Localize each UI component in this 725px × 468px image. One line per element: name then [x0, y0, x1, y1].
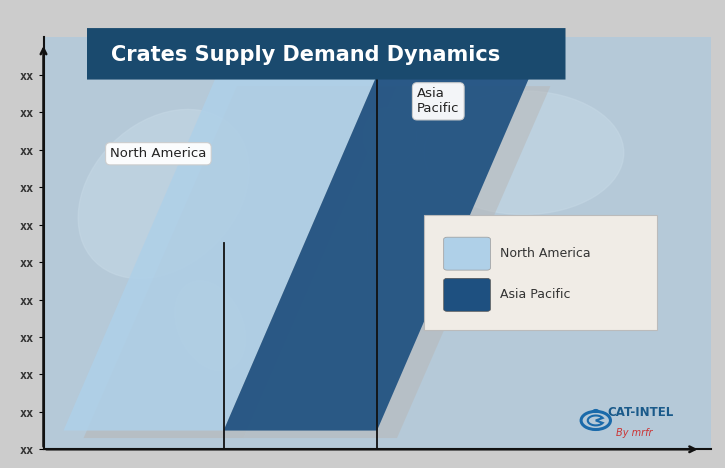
- Text: By mrfr: By mrfr: [616, 428, 652, 438]
- Ellipse shape: [78, 110, 249, 278]
- FancyBboxPatch shape: [444, 278, 490, 311]
- Ellipse shape: [175, 281, 246, 371]
- FancyBboxPatch shape: [87, 28, 566, 80]
- Ellipse shape: [367, 190, 427, 280]
- Ellipse shape: [364, 108, 417, 165]
- Text: Asia Pacific: Asia Pacific: [500, 288, 571, 301]
- Polygon shape: [223, 75, 531, 431]
- Text: North America: North America: [500, 247, 591, 260]
- Text: North America: North America: [110, 147, 207, 160]
- Text: CAT-INTEL: CAT-INTEL: [607, 406, 674, 419]
- Polygon shape: [64, 75, 377, 431]
- Polygon shape: [83, 86, 397, 438]
- Circle shape: [592, 409, 599, 413]
- Text: Asia
Pacific: Asia Pacific: [417, 88, 460, 115]
- Ellipse shape: [567, 254, 627, 299]
- Text: Crates Supply Demand Dynamics: Crates Supply Demand Dynamics: [111, 45, 500, 65]
- FancyBboxPatch shape: [423, 214, 657, 330]
- Polygon shape: [244, 86, 550, 438]
- Ellipse shape: [423, 91, 624, 214]
- FancyBboxPatch shape: [444, 237, 490, 270]
